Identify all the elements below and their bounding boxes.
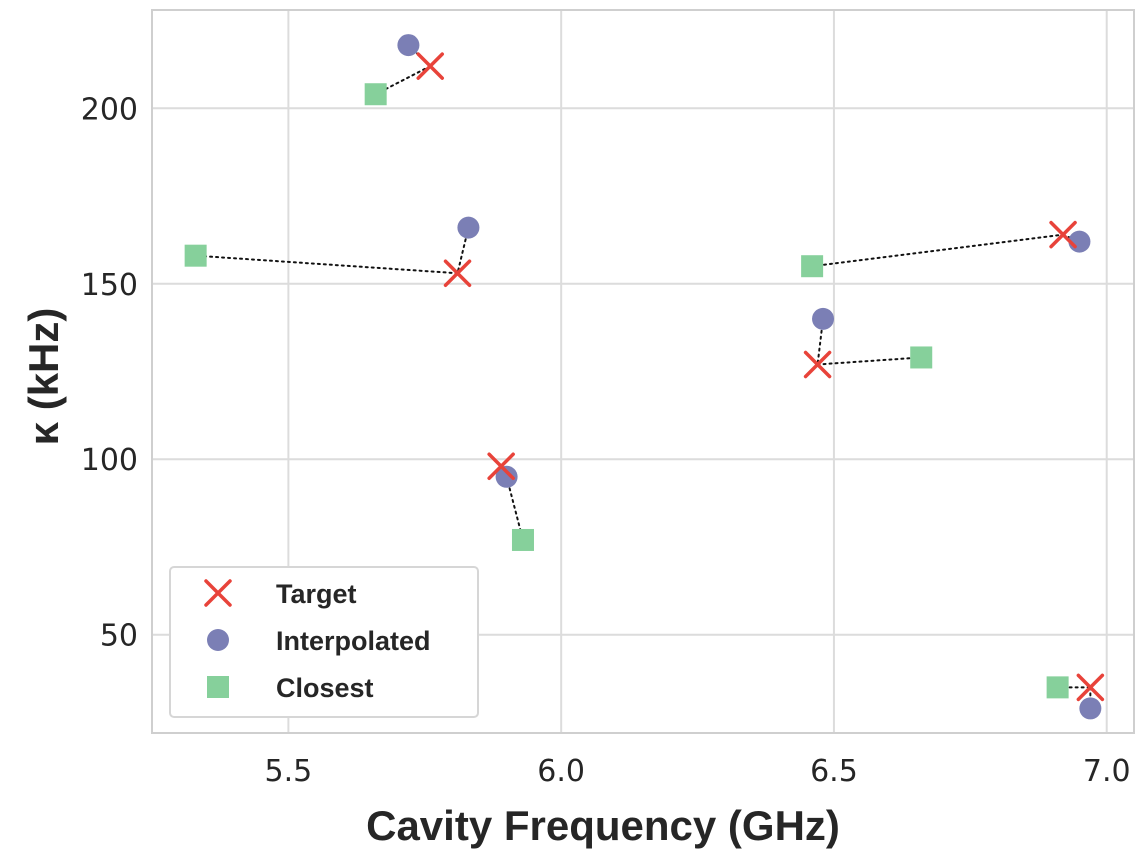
interpolated-point — [397, 34, 420, 57]
connector-line — [811, 233, 1065, 268]
interpolated-point — [495, 465, 518, 488]
legend-label: Target — [276, 579, 357, 609]
target-point — [803, 350, 832, 379]
closest-point — [184, 244, 207, 267]
legend-item-interpolated: Interpolated — [207, 626, 431, 656]
interpolated-point — [457, 216, 480, 239]
x-axis-label: Cavity Frequency (GHz) — [366, 802, 840, 849]
legend-marker-interpolated — [207, 629, 229, 651]
closest-point — [801, 255, 824, 278]
target-point — [1076, 673, 1105, 702]
x-tick-label: 6.5 — [810, 754, 858, 789]
legend-item-closest: Closest — [207, 673, 374, 703]
y-tick-label: 100 — [81, 443, 138, 478]
closest-point — [364, 83, 387, 106]
target-point — [416, 52, 444, 80]
y-tick-label: 200 — [81, 92, 138, 127]
plot-frame — [151, 9, 1135, 734]
target-point — [443, 259, 472, 287]
interpolated-point — [1079, 697, 1102, 720]
legend-box — [169, 566, 479, 718]
x-tick-label: 7.0 — [1083, 754, 1131, 789]
legend-label: Interpolated — [276, 626, 431, 656]
connector-line — [194, 254, 459, 275]
legend: Target Interpolated Closest — [169, 566, 479, 718]
closest-point — [910, 346, 933, 369]
target-point — [1049, 220, 1077, 249]
data-points — [184, 34, 1105, 720]
legend-marker-target — [204, 579, 232, 607]
closest-point — [1046, 676, 1069, 699]
x-tick-label: 5.5 — [265, 754, 313, 789]
legend-marker-closest — [207, 676, 229, 698]
y-tick-label: 150 — [81, 268, 138, 303]
x-tick-label: 6.0 — [537, 754, 585, 789]
connector-line — [374, 65, 432, 96]
tick-labels: 5.5 6.0 6.5 7.0 50 100 150 200 — [81, 92, 1131, 789]
target-point — [487, 452, 515, 481]
y-axis-label: κ (kHz) — [20, 308, 67, 446]
interpolated-point — [812, 307, 835, 330]
connector-line — [816, 356, 923, 366]
legend-item-target: Target — [204, 579, 357, 609]
y-tick-label: 50 — [100, 619, 138, 654]
legend-label: Closest — [276, 673, 374, 703]
closest-point — [511, 528, 534, 551]
